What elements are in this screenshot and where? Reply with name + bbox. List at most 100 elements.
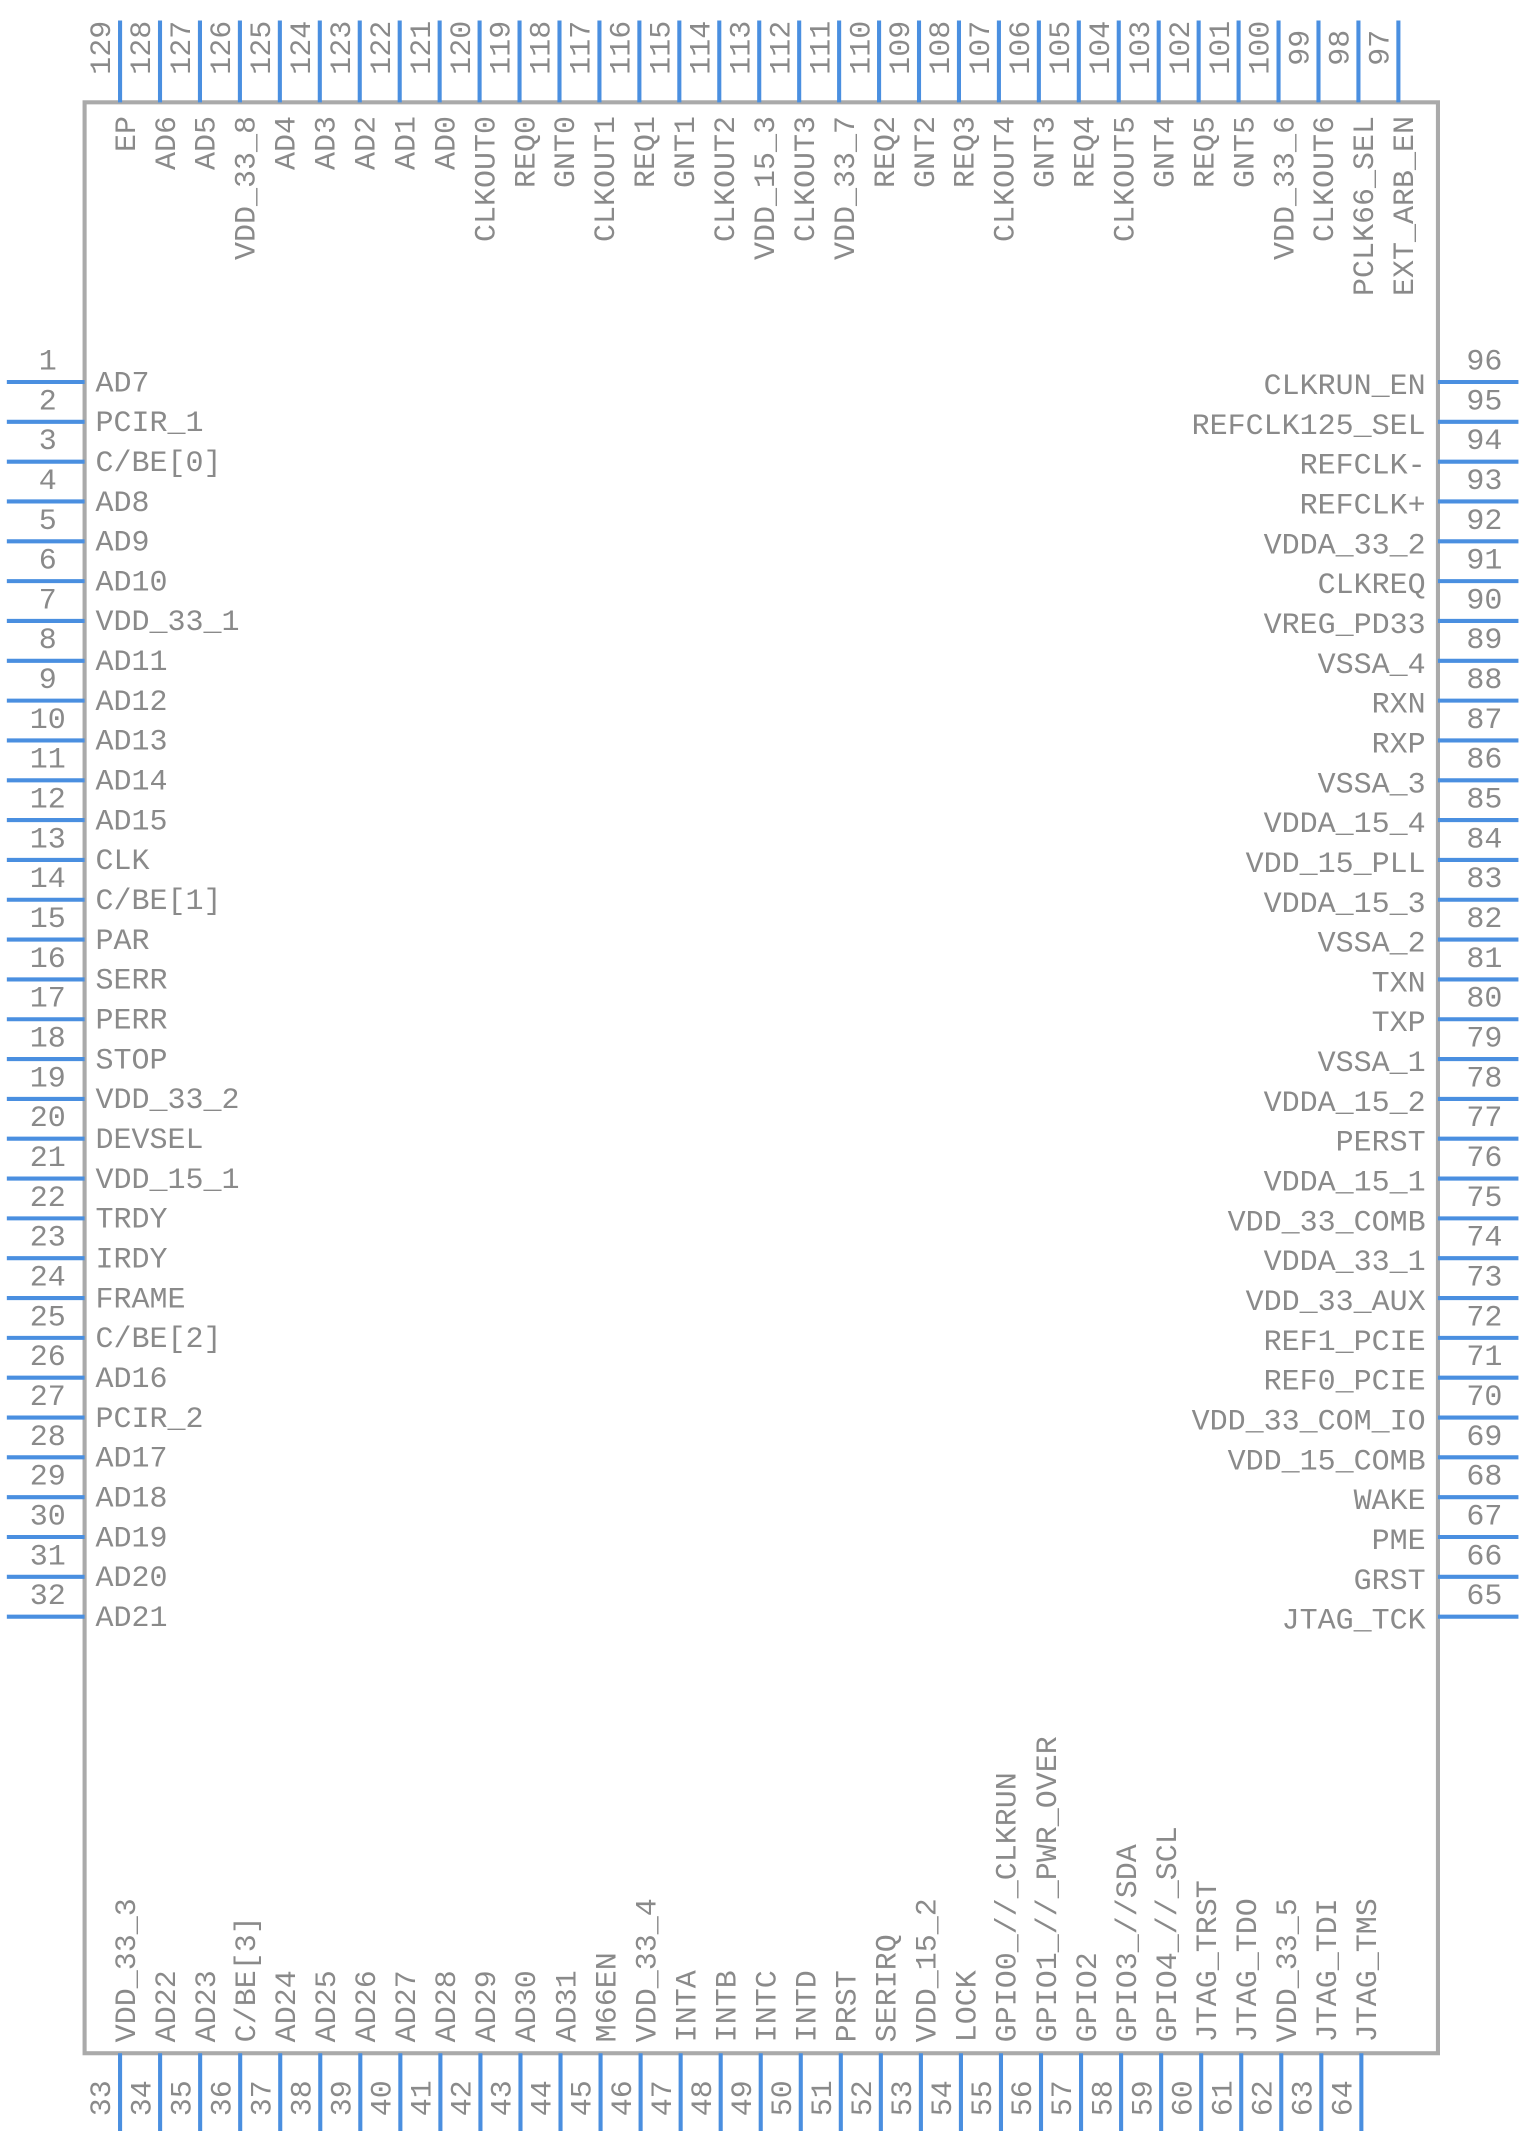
pin-name: TXN (1372, 967, 1426, 1001)
pin-number: 74 (1466, 1222, 1502, 1256)
pin-name: REQ4 (1070, 116, 1104, 188)
pin-number: 42 (447, 2080, 481, 2116)
pin-name: AD9 (96, 527, 150, 561)
pin-number: 105 (1045, 21, 1079, 75)
pin-name: GNT2 (910, 116, 944, 188)
pin-number: 111 (805, 21, 839, 75)
pin-name: JTAG_TMS (1352, 1898, 1386, 2042)
pin-name: REFCLK+ (1300, 489, 1426, 523)
pin-number: 73 (1466, 1261, 1502, 1295)
pin-number: 31 (30, 1540, 66, 1574)
pin-number: 26 (30, 1341, 66, 1375)
pin-number: 77 (1466, 1102, 1502, 1136)
pin-number: 1 (39, 345, 57, 379)
pin-number: 109 (885, 21, 919, 75)
pin-name: VDDA_15_1 (1264, 1167, 1426, 1201)
pin-number: 29 (30, 1461, 66, 1495)
pin-number: 3 (39, 425, 57, 459)
pin-number: 32 (30, 1580, 66, 1614)
pin-number: 101 (1205, 21, 1239, 75)
pin-name: INTC (751, 1970, 785, 2042)
pin-number: 11 (30, 744, 66, 778)
pin-name: VSSA_1 (1318, 1047, 1426, 1081)
pin-number: 87 (1466, 704, 1502, 738)
pin-name: JTAG_TDI (1312, 1898, 1346, 2042)
pin-name: VDD_33_6 (1269, 116, 1303, 260)
pin-name: FRAME (96, 1283, 186, 1317)
pin-number: 47 (647, 2080, 681, 2116)
pin-number: 6 (39, 545, 57, 579)
pin-number: 98 (1325, 30, 1359, 66)
pin-name: GRST (1354, 1565, 1426, 1599)
pin-number: 97 (1365, 30, 1399, 66)
pin-number: 126 (206, 21, 240, 75)
pin-number: 45 (567, 2080, 601, 2116)
pin-number: 80 (1466, 983, 1502, 1017)
pin-name: STOP (96, 1044, 168, 1078)
pin-name: INTA (671, 1970, 705, 2042)
pin-number: 93 (1466, 465, 1502, 499)
pin-number: 55 (967, 2080, 1001, 2116)
pin-number: 38 (286, 2080, 320, 2116)
pin-name: VDD_33_1 (96, 606, 240, 640)
pin-name: LOCK (952, 1970, 986, 2042)
pin-name: VDD_33_7 (830, 116, 864, 260)
pin-name: VDD_15_3 (750, 116, 784, 260)
pin-name: C/BE[3] (231, 1916, 265, 2042)
pin-name: CLKOUT3 (790, 116, 824, 242)
pin-name: INTD (792, 1970, 826, 2042)
pin-name: VDD_33_COMB (1228, 1206, 1426, 1240)
pin-name: AD13 (96, 726, 168, 760)
pin-name: PERST (1336, 1127, 1426, 1161)
pin-number: 115 (646, 21, 680, 75)
pin-name: GPIO0_//_CLKRUN (992, 1772, 1026, 2042)
pin-number: 95 (1466, 385, 1502, 419)
pin-name: VSSA_2 (1318, 928, 1426, 962)
pin-name: REQ2 (870, 116, 904, 188)
pin-name: VSSA_4 (1318, 649, 1426, 683)
pin-number: 16 (30, 943, 66, 977)
pin-name: VDD_33_3 (111, 1898, 145, 2042)
pin-number: 121 (406, 21, 440, 75)
pin-name: TXP (1372, 1007, 1426, 1041)
pin-name: PERR (96, 1005, 168, 1039)
pin-number: 124 (286, 21, 320, 75)
pin-name: EP (111, 116, 145, 152)
pin-name: AD6 (151, 116, 185, 170)
pin-name: VDD_33_8 (231, 116, 265, 260)
pin-name: JTAG_TDO (1232, 1898, 1266, 2042)
pin-name: AD11 (96, 646, 168, 680)
pin-name: VDD_33_4 (631, 1898, 665, 2042)
pin-name: PCIR_1 (96, 407, 204, 441)
pin-number: 37 (246, 2080, 280, 2116)
pin-name: VDD_15_COMB (1228, 1445, 1426, 1479)
pin-name: VDD_33_AUX (1246, 1286, 1426, 1320)
pin-name: AD24 (271, 1970, 305, 2042)
pin-number: 41 (407, 2080, 441, 2116)
pin-name: GNT5 (1229, 116, 1263, 188)
pin-number: 23 (30, 1222, 66, 1256)
pin-name: AD23 (191, 1970, 225, 2042)
pin-number: 67 (1466, 1500, 1502, 1534)
pin-number: 123 (326, 21, 360, 75)
pin-name: JTAG_TRST (1192, 1880, 1226, 2042)
pin-number: 20 (30, 1102, 66, 1136)
pin-name: SERR (96, 965, 168, 999)
pin-name: WAKE (1354, 1485, 1426, 1519)
pin-name: DEVSEL (96, 1124, 204, 1158)
pin-number: 100 (1245, 21, 1279, 75)
pin-name: GNT3 (1030, 116, 1064, 188)
pin-number: 83 (1466, 863, 1502, 897)
pin-name: REQ3 (950, 116, 984, 188)
pin-number: 128 (126, 21, 160, 75)
pin-number: 72 (1466, 1301, 1502, 1335)
pin-name: PRST (832, 1970, 866, 2042)
pin-name: AD25 (311, 1970, 345, 2042)
pin-number: 75 (1466, 1182, 1502, 1216)
pin-number: 61 (1207, 2080, 1241, 2116)
pin-number: 8 (39, 624, 57, 658)
pin-name: AD31 (551, 1970, 585, 2042)
pin-name: GNT1 (670, 116, 704, 188)
pin-name: PME (1372, 1525, 1426, 1559)
